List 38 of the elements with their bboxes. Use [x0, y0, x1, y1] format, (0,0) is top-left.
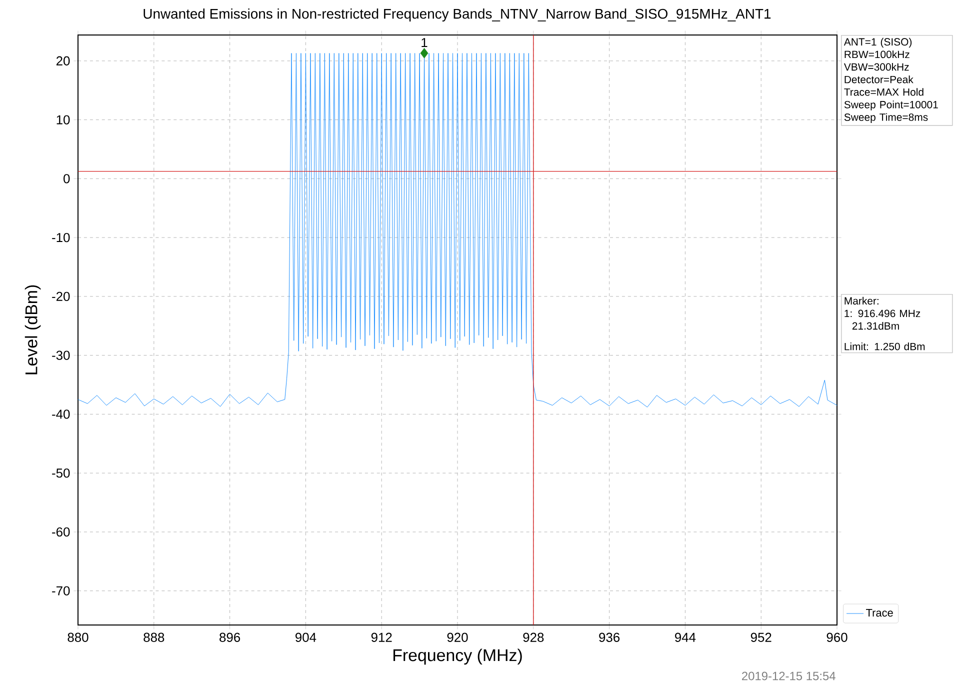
text: Trace=MAX Hold [844, 88, 924, 96]
y-tick-label: -30 [52, 350, 70, 360]
y-tick-label: 10 [56, 115, 70, 124]
text: 2019-12-15 15:54 [742, 672, 836, 680]
y-tick-label: -10 [52, 232, 70, 242]
text: RBW=100kHz [844, 50, 910, 58]
text: Marker: [844, 296, 878, 305]
x-tick-label: 928 [523, 632, 544, 642]
legend-label: Trace [866, 609, 893, 617]
x-tick-label: 920 [447, 632, 468, 642]
x-tick-label: 888 [144, 632, 164, 642]
x-tick-label: 960 [826, 632, 848, 642]
x-axis-title: Frequency (MHz) [393, 648, 522, 665]
x-tick-label: 896 [220, 632, 240, 642]
text: 1: 916.496 MHz [844, 310, 920, 318]
y-tick-label: -40 [52, 410, 70, 419]
x-tick-label: 912 [371, 632, 392, 642]
x-tick-label: 952 [750, 632, 772, 642]
y-tick-label: -20 [52, 292, 70, 302]
text: VBW=300kHz [844, 63, 909, 71]
y-tick-label: -60 [52, 527, 70, 537]
x-tick-label: 904 [296, 632, 316, 642]
text: Limit: 1.250 dBm [844, 342, 925, 350]
x-tick-label: 880 [68, 632, 88, 642]
text: Sweep Point=10001 [844, 100, 938, 110]
annotation: 1 [422, 38, 428, 47]
x-tick-label: 944 [675, 632, 696, 642]
x-tick-label: 936 [599, 632, 620, 642]
text: 21.31dBm [852, 322, 899, 330]
y-tick-label: -70 [52, 586, 70, 596]
y-tick-label: 0 [64, 174, 70, 184]
y-axis-title: Level (dBm) [24, 285, 41, 374]
text: Sweep Time=8ms [844, 113, 928, 123]
chart-title: Unwanted Emissions in Non-restricted Frequency Bands_NTNV_Narrow Band_SISO_915MHz_ANT1 [144, 8, 771, 22]
y-tick-label: -50 [52, 468, 70, 478]
text: ANT=1 (SISO) [844, 38, 912, 48]
text: Detector=Peak [844, 76, 914, 84]
y-tick-label: 20 [56, 56, 70, 66]
